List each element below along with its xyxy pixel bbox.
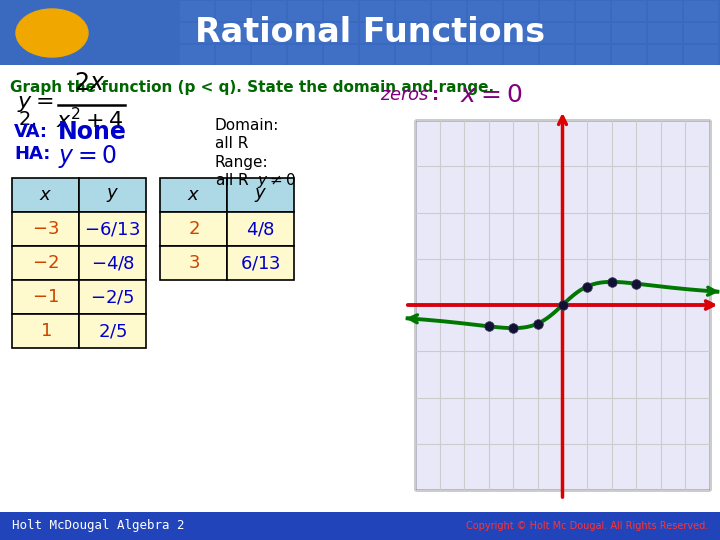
Bar bbox=[504, 45, 538, 65]
Bar bbox=[180, 1, 214, 21]
Bar bbox=[160, 178, 227, 212]
Text: $2$: $2$ bbox=[188, 220, 199, 238]
Bar bbox=[432, 23, 466, 43]
Bar bbox=[324, 23, 358, 43]
Text: $y=0$: $y=0$ bbox=[58, 143, 117, 170]
Bar bbox=[12, 178, 79, 212]
Bar bbox=[79, 178, 146, 212]
Text: Domain:: Domain: bbox=[215, 118, 279, 132]
Text: $3$: $3$ bbox=[187, 254, 199, 272]
Bar bbox=[12, 212, 79, 246]
Text: $-6/13$: $-6/13$ bbox=[84, 220, 140, 238]
Bar bbox=[79, 314, 146, 348]
Text: $y=$: $y=$ bbox=[17, 94, 53, 114]
Text: $1$: $1$ bbox=[40, 322, 51, 340]
Text: Copyright © Holt Mc Dougal. All Rights Reserved.: Copyright © Holt Mc Dougal. All Rights R… bbox=[466, 521, 708, 531]
Text: $-1$: $-1$ bbox=[32, 288, 59, 306]
Bar bbox=[504, 1, 538, 21]
Bar bbox=[360, 45, 394, 65]
Text: $-3$: $-3$ bbox=[32, 220, 59, 238]
Bar bbox=[648, 1, 682, 21]
Text: $x^2+4$: $x^2+4$ bbox=[56, 107, 124, 132]
Text: VA:: VA: bbox=[14, 123, 48, 141]
Bar bbox=[415, 120, 710, 490]
Bar bbox=[432, 45, 466, 65]
Bar bbox=[468, 1, 502, 21]
Bar bbox=[0, 512, 720, 540]
Bar bbox=[360, 23, 394, 43]
Bar bbox=[540, 1, 574, 21]
Text: $-2/5$: $-2/5$ bbox=[90, 288, 135, 306]
Text: Range:: Range: bbox=[215, 154, 269, 170]
Bar bbox=[648, 45, 682, 65]
Bar bbox=[79, 212, 146, 246]
Text: $6/13$: $6/13$ bbox=[240, 254, 281, 272]
Bar bbox=[504, 23, 538, 43]
Bar bbox=[468, 45, 502, 65]
Bar bbox=[324, 45, 358, 65]
Bar bbox=[360, 1, 394, 21]
Bar bbox=[576, 45, 610, 65]
Text: $2.$: $2.$ bbox=[18, 110, 37, 129]
Bar bbox=[396, 1, 430, 21]
Bar bbox=[216, 1, 250, 21]
Text: $zeros\mathbf{:}$: $zeros\mathbf{:}$ bbox=[380, 86, 439, 104]
Text: $2x$: $2x$ bbox=[74, 71, 106, 95]
Bar bbox=[612, 23, 646, 43]
Text: Rational Functions: Rational Functions bbox=[195, 17, 545, 50]
Bar bbox=[227, 212, 294, 246]
Text: $x=0$: $x=0$ bbox=[460, 83, 523, 107]
Text: all R: all R bbox=[215, 136, 248, 151]
Bar bbox=[684, 1, 718, 21]
Bar bbox=[227, 246, 294, 280]
Bar bbox=[252, 1, 286, 21]
Bar bbox=[540, 23, 574, 43]
Bar bbox=[612, 1, 646, 21]
Bar bbox=[288, 45, 322, 65]
Text: None: None bbox=[58, 120, 127, 144]
Text: Holt McDougal Algebra 2: Holt McDougal Algebra 2 bbox=[12, 519, 184, 532]
Bar bbox=[396, 23, 430, 43]
Bar bbox=[252, 23, 286, 43]
Bar bbox=[684, 45, 718, 65]
Bar bbox=[432, 1, 466, 21]
Bar bbox=[576, 1, 610, 21]
Bar bbox=[684, 23, 718, 43]
Text: $x$: $x$ bbox=[187, 186, 200, 204]
Bar bbox=[648, 23, 682, 43]
Bar bbox=[288, 1, 322, 21]
Text: $4/8$: $4/8$ bbox=[246, 220, 275, 238]
Text: HA:: HA: bbox=[14, 145, 50, 163]
Bar bbox=[12, 314, 79, 348]
Bar bbox=[216, 45, 250, 65]
Text: $-4/8$: $-4/8$ bbox=[91, 254, 135, 272]
Bar bbox=[12, 246, 79, 280]
Ellipse shape bbox=[16, 9, 88, 57]
Bar bbox=[468, 23, 502, 43]
Text: $-2$: $-2$ bbox=[32, 254, 59, 272]
Bar bbox=[79, 280, 146, 314]
Text: $x$: $x$ bbox=[39, 186, 52, 204]
Bar bbox=[288, 23, 322, 43]
Bar bbox=[160, 212, 227, 246]
Text: Graph the function (p < q). State the domain and range.: Graph the function (p < q). State the do… bbox=[10, 80, 494, 95]
Bar bbox=[396, 45, 430, 65]
Text: $y$: $y$ bbox=[254, 186, 267, 204]
Bar bbox=[79, 246, 146, 280]
Bar bbox=[324, 1, 358, 21]
Bar bbox=[0, 0, 720, 65]
Bar bbox=[180, 45, 214, 65]
Text: all R  $y\neq 0$: all R $y\neq 0$ bbox=[215, 171, 297, 190]
Text: $2/5$: $2/5$ bbox=[98, 322, 127, 340]
Bar bbox=[216, 23, 250, 43]
Bar bbox=[612, 45, 646, 65]
Bar bbox=[576, 23, 610, 43]
Bar bbox=[540, 45, 574, 65]
Bar bbox=[12, 280, 79, 314]
Bar bbox=[180, 23, 214, 43]
Bar bbox=[252, 45, 286, 65]
Bar bbox=[160, 246, 227, 280]
Bar bbox=[227, 178, 294, 212]
Text: $y$: $y$ bbox=[106, 186, 119, 204]
